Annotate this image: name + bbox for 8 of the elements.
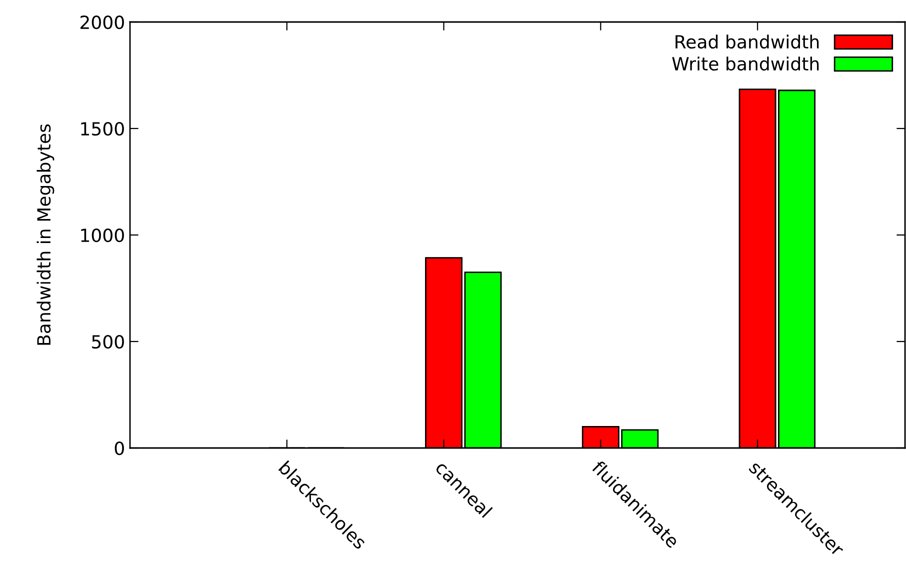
y-tick-label: 1500	[81, 122, 124, 136]
y-tick-label: 1000	[81, 228, 124, 242]
y-tick-label: 0	[114, 441, 124, 456]
legend-label: Write bandwidth	[672, 56, 819, 71]
y-axis-title: Bandwidth in Megabytes	[36, 124, 54, 345]
legend-label: Read bandwidth	[676, 34, 819, 49]
y-tick-label: 2000	[80, 15, 124, 30]
y-tick-label: 500	[92, 334, 124, 349]
